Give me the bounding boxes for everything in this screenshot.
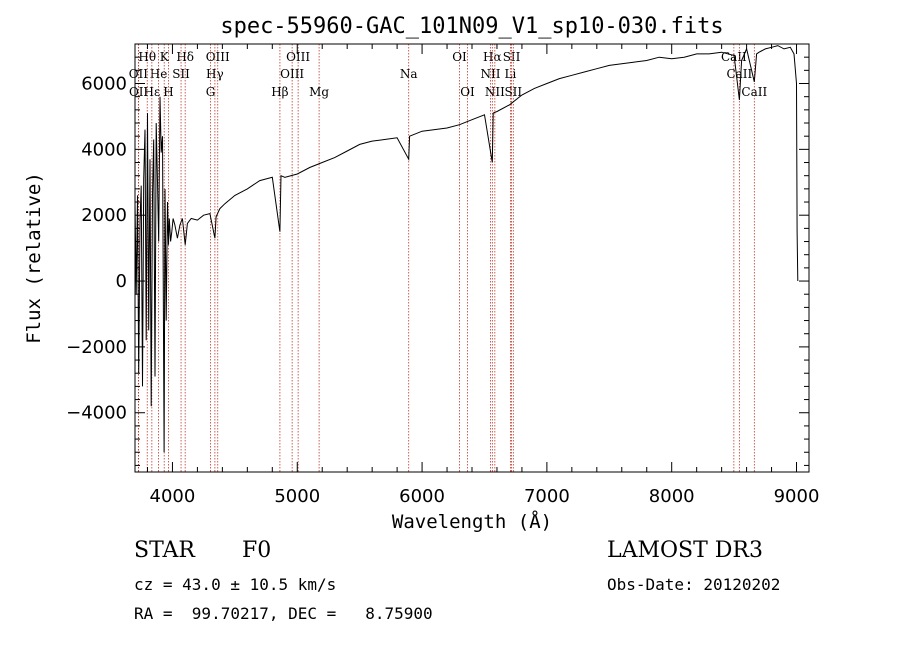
line-label-oiii: OIII [286,50,310,64]
y-tick-label: 4000 [81,139,127,160]
redshift-text: cz = 43.0 ± 10.5 km/s [134,575,337,594]
line-label-hδ: Hδ [176,50,194,64]
obs-date-text: Obs-Date: 20120202 [607,575,781,594]
x-tick-label: 5000 [274,486,320,507]
line-label-oiii: OIII [280,67,304,81]
x-tick-label: 9000 [774,486,820,507]
line-label-caii: CaII [726,67,752,81]
line-label-oiii: OIII [206,50,230,64]
survey-label: LAMOST DR3 [607,538,763,563]
y-tick-label: −4000 [66,403,127,424]
spectrum-line [134,45,799,453]
x-tick-label: 8000 [649,486,695,507]
line-label-k: K [160,50,170,64]
class-label: STAR [134,538,195,563]
line-label-oi: OI [460,85,475,99]
x-tick-label: 6000 [399,486,445,507]
y-tick-label: −2000 [66,337,127,358]
line-label-na: Na [400,67,418,81]
y-axis-label: Flux (relative) [23,172,45,344]
coordinates-text: RA = 99.70217, DEC = 8.75900 [134,604,433,623]
line-label-sii: SII [503,50,521,64]
line-label-he: He [150,67,168,81]
line-label-nii: NII [485,85,505,99]
line-label-sii: SII [504,85,522,99]
subclass-label: F0 [242,538,272,563]
line-label-hε: Hε [144,85,161,99]
line-label-nii: NII [480,67,500,81]
line-label-g: G [206,85,216,99]
y-tick-label: 2000 [81,205,127,226]
line-label-caii: CaII [741,85,767,99]
y-tick-label: 6000 [81,74,127,95]
plot-frame [134,43,810,473]
y-tick-label: 0 [116,271,127,292]
x-tick-label: 7000 [524,486,570,507]
line-label-h: H [163,85,173,99]
line-label-mg: Mg [309,85,329,99]
line-label-hγ: Hγ [206,67,224,81]
line-label-oi: OI [452,50,467,64]
x-axis-label: Wavelength (Å) [392,510,552,533]
line-label-hθ: Hθ [138,50,156,64]
chart-title: spec-55960-GAC_101N09_V1_sp10-030.fits [220,14,723,39]
line-label-hβ: Hβ [271,85,288,99]
axis-ticks: 4000 5000 6000 7000 8000 9000 −4000 −2000 0 2000 4… [66,44,819,507]
line-label-oii: OII [129,85,149,99]
x-tick-label: 4000 [150,486,196,507]
line-label-li: Li [505,67,517,81]
line-label-sii: SII [172,67,190,81]
line-label-hα: Hα [483,50,502,64]
